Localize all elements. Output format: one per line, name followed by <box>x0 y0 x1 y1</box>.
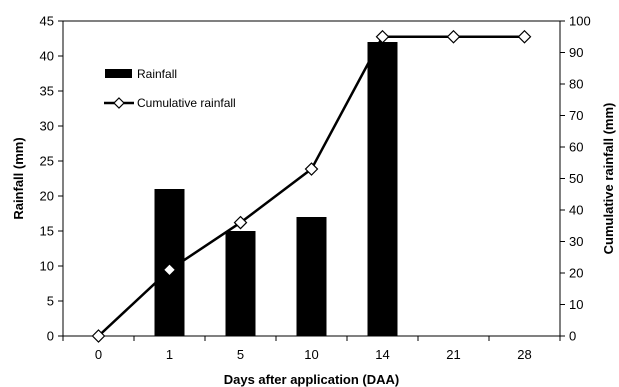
bar <box>225 231 256 336</box>
legend: Rainfall Cumulative rainfall <box>104 67 236 110</box>
x-axis-title: Days after application (DAA) <box>224 372 400 387</box>
y-tick-label: 25 <box>40 154 54 169</box>
cumulative-point <box>162 263 177 277</box>
y2-tick-label: 50 <box>569 171 583 186</box>
y-tick-label: 0 <box>47 329 54 344</box>
y2-tick-label: 60 <box>569 140 583 155</box>
x-tick-label: 14 <box>375 347 389 362</box>
y2-axis-title: Cumulative rainfall (mm) <box>601 103 616 255</box>
y2-tick-label: 70 <box>569 108 583 123</box>
cumulative-point <box>304 162 319 176</box>
y2-tick-label: 10 <box>569 297 583 312</box>
legend-label-rainfall: Rainfall <box>137 67 177 81</box>
bar <box>367 42 398 336</box>
legend-marker-cumulative-rainfall <box>113 97 125 109</box>
y-tick-label: 45 <box>40 14 54 29</box>
y-tick-label: 35 <box>40 84 54 99</box>
y2-tick-label: 20 <box>569 266 583 281</box>
y2-tick-label: 90 <box>569 45 583 60</box>
legend-label-cumulative-rainfall: Cumulative rainfall <box>137 96 236 110</box>
y-tick-label: 10 <box>40 259 54 274</box>
x-tick-label: 28 <box>517 347 531 362</box>
y2-tick-label: 100 <box>569 14 591 29</box>
y-tick-label: 40 <box>40 49 54 64</box>
y-tick-label: 5 <box>47 294 54 309</box>
axes: 0510152025303540450102030405060708090100… <box>40 14 591 363</box>
cumulative-point <box>375 29 390 44</box>
y-tick-label: 20 <box>40 189 54 204</box>
y2-tick-label: 40 <box>569 203 583 218</box>
x-tick-label: 0 <box>95 347 102 362</box>
y-tick-label: 15 <box>40 224 54 239</box>
legend-swatch-rainfall <box>105 69 132 78</box>
y2-tick-label: 80 <box>569 77 583 92</box>
x-tick-label: 21 <box>446 347 460 362</box>
y-axis-title: Rainfall (mm) <box>11 137 26 219</box>
x-tick-label: 10 <box>304 347 318 362</box>
x-tick-label: 1 <box>166 347 173 362</box>
x-tick-label: 5 <box>237 347 244 362</box>
cumulative-point <box>233 215 248 230</box>
bar <box>296 217 327 336</box>
bar-series-rainfall <box>154 42 398 336</box>
y-tick-label: 30 <box>40 119 54 134</box>
line-series-cumulative-rainfall <box>91 29 532 343</box>
cumulative-point <box>517 29 532 44</box>
y2-tick-label: 30 <box>569 234 583 249</box>
cumulative-point <box>446 29 461 44</box>
y2-tick-label: 0 <box>569 329 576 344</box>
cumulative-point <box>91 329 106 343</box>
